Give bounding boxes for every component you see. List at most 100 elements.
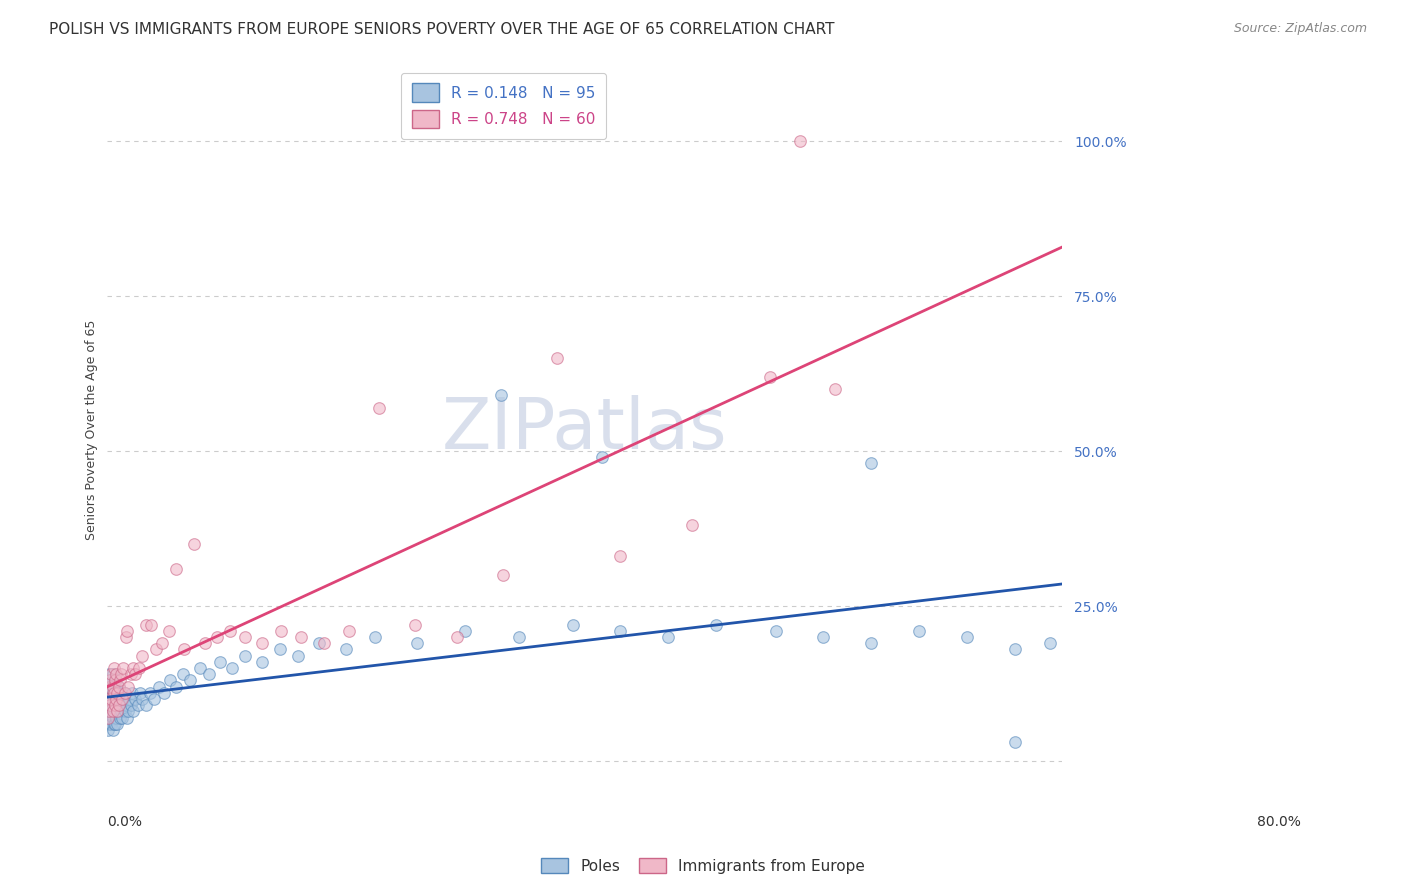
Point	[138, 686, 160, 700]
Point	[172, 667, 194, 681]
Point	[114, 686, 136, 700]
Point	[128, 661, 150, 675]
Point	[188, 661, 211, 675]
Point	[337, 624, 360, 638]
Point	[97, 710, 120, 724]
Point	[117, 680, 139, 694]
Text: Source: ZipAtlas.com: Source: ZipAtlas.com	[1233, 22, 1367, 36]
Point	[101, 680, 124, 694]
Point	[100, 692, 122, 706]
Text: ZIPatlas: ZIPatlas	[441, 395, 727, 464]
Point	[704, 617, 727, 632]
Point	[117, 705, 139, 719]
Point	[159, 673, 181, 688]
Text: 80.0%: 80.0%	[1257, 814, 1302, 829]
Point	[492, 568, 515, 582]
Point	[446, 630, 468, 644]
Point	[105, 686, 128, 700]
Point	[312, 636, 335, 650]
Point	[101, 710, 124, 724]
Point	[114, 705, 136, 719]
Point	[110, 686, 132, 700]
Point	[101, 705, 124, 719]
Point	[131, 648, 153, 663]
Point	[508, 630, 530, 644]
Point	[107, 698, 129, 713]
Point	[101, 667, 124, 681]
Point	[454, 624, 477, 638]
Point	[108, 673, 131, 688]
Point	[104, 673, 127, 688]
Point	[107, 680, 129, 694]
Point	[98, 710, 121, 724]
Point	[101, 723, 124, 737]
Point	[97, 692, 120, 706]
Point	[179, 673, 201, 688]
Point	[105, 667, 128, 681]
Point	[609, 624, 631, 638]
Point	[110, 667, 132, 681]
Point	[103, 692, 125, 706]
Point	[221, 661, 243, 675]
Point	[165, 680, 187, 694]
Point	[657, 630, 679, 644]
Point	[112, 661, 135, 675]
Point	[104, 716, 127, 731]
Point	[205, 630, 228, 644]
Point	[105, 673, 128, 688]
Point	[135, 617, 157, 632]
Point	[100, 667, 122, 681]
Point	[105, 686, 128, 700]
Point	[98, 680, 121, 694]
Point	[250, 636, 273, 650]
Point	[107, 680, 129, 694]
Point	[118, 692, 141, 706]
Point	[269, 642, 291, 657]
Point	[98, 680, 121, 694]
Point	[287, 648, 309, 663]
Point	[270, 624, 292, 638]
Point	[1004, 735, 1026, 749]
Point	[546, 351, 568, 365]
Point	[250, 655, 273, 669]
Point	[561, 617, 583, 632]
Point	[1039, 636, 1062, 650]
Legend: Poles, Immigrants from Europe: Poles, Immigrants from Europe	[534, 852, 872, 880]
Point	[124, 667, 146, 681]
Point	[194, 636, 217, 650]
Point	[104, 686, 127, 700]
Point	[111, 698, 134, 713]
Point	[120, 698, 142, 713]
Point	[908, 624, 931, 638]
Point	[104, 698, 127, 713]
Point	[98, 698, 121, 713]
Point	[406, 636, 429, 650]
Point	[681, 518, 703, 533]
Point	[111, 692, 134, 706]
Point	[104, 698, 127, 713]
Point	[150, 636, 173, 650]
Point	[404, 617, 426, 632]
Point	[789, 134, 811, 148]
Point	[131, 692, 153, 706]
Point	[308, 636, 330, 650]
Point	[105, 716, 128, 731]
Point	[591, 450, 613, 465]
Point	[101, 686, 124, 700]
Point	[135, 698, 157, 713]
Point	[105, 692, 128, 706]
Point	[290, 630, 312, 644]
Point	[173, 642, 195, 657]
Point	[364, 630, 387, 644]
Point	[813, 630, 835, 644]
Point	[153, 686, 176, 700]
Point	[105, 692, 128, 706]
Point	[103, 661, 125, 675]
Point	[129, 686, 152, 700]
Point	[98, 710, 121, 724]
Point	[183, 537, 205, 551]
Point	[335, 642, 357, 657]
Point	[98, 698, 121, 713]
Point	[105, 705, 128, 719]
Point	[97, 705, 120, 719]
